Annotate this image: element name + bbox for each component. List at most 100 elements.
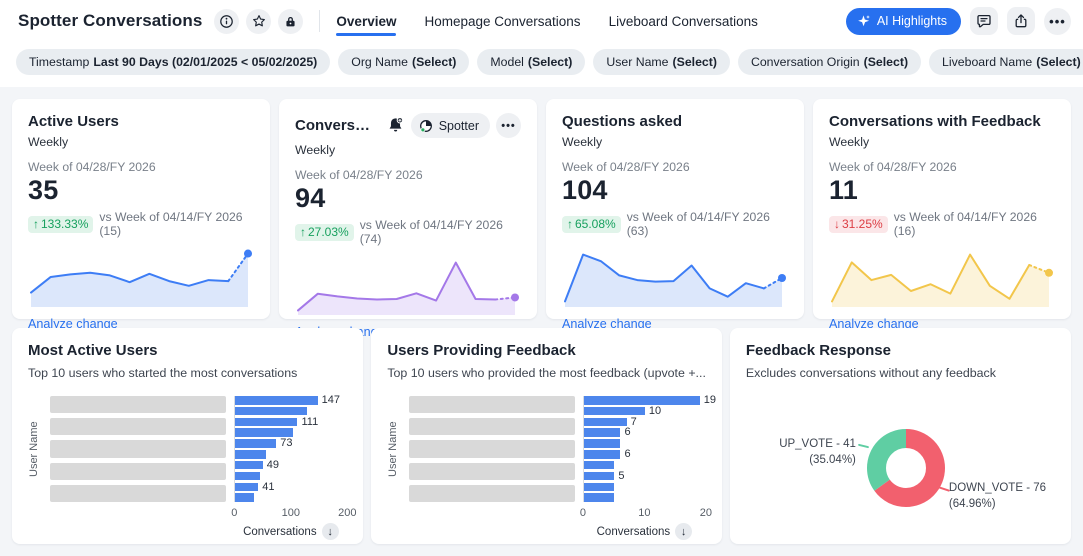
bar-row: 73: [235, 437, 347, 449]
spotter-icon: [418, 118, 434, 134]
analyze-change-link[interactable]: Analyze change: [829, 317, 919, 331]
bar-row: [583, 439, 706, 448]
bar-value-label: 111: [301, 415, 319, 428]
bar: [235, 428, 293, 438]
compare-text: vs Week of 04/14/FY 2026 (16): [893, 210, 1037, 238]
x-axis-label: Conversations: [243, 525, 317, 538]
sparkline-chart: [564, 253, 786, 307]
up-vote-label: UP_VOTE - 41 (35.04%): [779, 438, 856, 466]
chart-card-feedback-response: Feedback Response Excludes conversations…: [729, 328, 1071, 544]
bar-row: 41: [235, 480, 347, 493]
bar-row: 5: [583, 470, 706, 482]
bar: [583, 417, 627, 427]
info-icon[interactable]: [214, 8, 240, 34]
chart-title: Users Providing Feedback: [387, 342, 576, 359]
redacted-name-block: [50, 462, 227, 480]
tab-homepage-conversations[interactable]: Homepage Conversations: [424, 0, 580, 42]
analyze-change-link[interactable]: Analyze change: [562, 317, 652, 331]
header-actions: AI Highlights •••: [845, 7, 1071, 35]
up-arrow-icon: ↑: [33, 217, 39, 231]
bar: [235, 417, 298, 427]
bar-value-label: 41: [262, 480, 275, 493]
bar-series: 147 111 73 49 41: [234, 394, 347, 502]
y-axis-label: User Name: [387, 421, 400, 477]
kpi-period: Week of 04/28/FY 2026: [562, 160, 690, 174]
bar-value-label: 6: [624, 448, 631, 461]
chart-title: Feedback Response: [745, 342, 891, 359]
filter-org-name[interactable]: Org Name (Select): [338, 49, 470, 75]
kpi-title: Questions asked: [562, 113, 683, 130]
change-badge: ↑ 27.03%: [295, 223, 354, 241]
bar-row: [235, 406, 347, 416]
kpi-row: Active Users Weekly Week of 04/28/FY 202…: [12, 99, 1071, 339]
bar-value-label: 7: [630, 415, 637, 428]
bar-row: 6: [583, 426, 706, 439]
compare-text: vs Week of 04/14/FY 2026 (63): [626, 210, 770, 238]
change-badge: ↑ 133.33%: [28, 215, 94, 233]
card-more-icon[interactable]: •••: [496, 113, 521, 138]
spotter-source-button[interactable]: Spotter: [410, 113, 490, 138]
kpi-title: Conversations: [295, 117, 375, 134]
x-axis-label: Conversations: [596, 525, 671, 538]
bar: [583, 428, 621, 438]
filter-conversation-origin[interactable]: Conversation Origin (Select): [737, 49, 922, 75]
kpi-granularity: Weekly: [28, 135, 69, 149]
chart-subtitle: Excludes conversations without any feedb…: [745, 366, 996, 380]
bar-row: 147: [235, 394, 347, 406]
x-axis-label-row: Conversations ↓: [234, 523, 347, 540]
kpi-hover-tools: Spotter •••: [386, 113, 521, 138]
filter-liveboard-name[interactable]: Liveboard Name (Select): [929, 49, 1083, 75]
bar-row: [583, 482, 706, 492]
bar: [235, 460, 263, 470]
bar-row: [235, 493, 347, 502]
sort-descending-icon[interactable]: ↓: [675, 523, 693, 540]
ai-highlights-button[interactable]: AI Highlights: [845, 7, 961, 35]
chart-subtitle: Top 10 users who provided the most feedb…: [387, 366, 706, 380]
kpi-change-row: ↑ 65.08% vs Week of 04/14/FY 2026 (63): [562, 210, 788, 238]
compare-text: vs Week of 04/14/FY 2026 (74): [359, 218, 503, 246]
bar-value-label: 10: [648, 404, 662, 417]
kpi-value: 94: [295, 183, 326, 213]
kpi-card-conversations-with-feedback: Conversations with Feedback Weekly Week …: [813, 99, 1071, 331]
redacted-name-block: [409, 396, 575, 414]
add-alert-icon[interactable]: [386, 116, 405, 135]
more-icon[interactable]: •••: [1044, 7, 1071, 35]
x-tick: 100: [281, 507, 301, 519]
redacted-name-block: [50, 418, 227, 436]
redacted-name-block: [50, 440, 227, 458]
bar: [235, 471, 260, 481]
kpi-title: Active Users: [28, 113, 119, 130]
kpi-value: 11: [829, 175, 858, 205]
sparkle-icon: [856, 14, 871, 29]
comment-icon[interactable]: [970, 7, 998, 35]
tab-overview[interactable]: Overview: [336, 0, 397, 42]
filter-user-name[interactable]: User Name (Select): [593, 49, 730, 75]
bar-row: [583, 460, 706, 470]
lock-icon[interactable]: [278, 8, 304, 34]
bar-value-label: 147: [321, 394, 340, 406]
sort-descending-icon[interactable]: ↓: [321, 523, 339, 540]
sparkline-chart: [297, 261, 519, 315]
kpi-card-questions-asked: Questions asked Weekly Week of 04/28/FY …: [546, 99, 804, 331]
redacted-name-block: [409, 440, 575, 458]
redacted-name-block: [409, 462, 575, 480]
filter-timestamp[interactable]: Timestamp Last 90 Days (02/01/2025 < 05/0…: [16, 49, 331, 75]
kpi-value: 35: [28, 175, 59, 205]
change-badge: ↑ 65.08%: [562, 215, 621, 233]
tab-liveboard-conversations[interactable]: Liveboard Conversations: [609, 0, 758, 42]
bar: [583, 439, 621, 448]
kpi-card-conversations: Conversations Spotter ••• Weekly Week of…: [279, 99, 537, 339]
star-icon[interactable]: [246, 8, 272, 34]
share-icon[interactable]: [1007, 7, 1035, 35]
filter-model[interactable]: Model (Select): [477, 49, 586, 75]
analyze-change-link[interactable]: Analyze change: [28, 317, 118, 331]
bar: [583, 450, 621, 459]
kpi-value: 104: [562, 175, 608, 205]
bar-value-label: 6: [624, 426, 631, 439]
bar: [583, 396, 700, 405]
top-bar: Spotter Conversations Overview Homepage …: [0, 0, 1083, 42]
bar-row: 10: [583, 404, 706, 417]
redacted-name-block: [409, 418, 575, 436]
kpi-title: Conversations with Feedback: [829, 113, 1041, 130]
bar-chart: User Name 19 10 7 6 6 5 0 10 20 Conversations ↓: [387, 394, 716, 540]
